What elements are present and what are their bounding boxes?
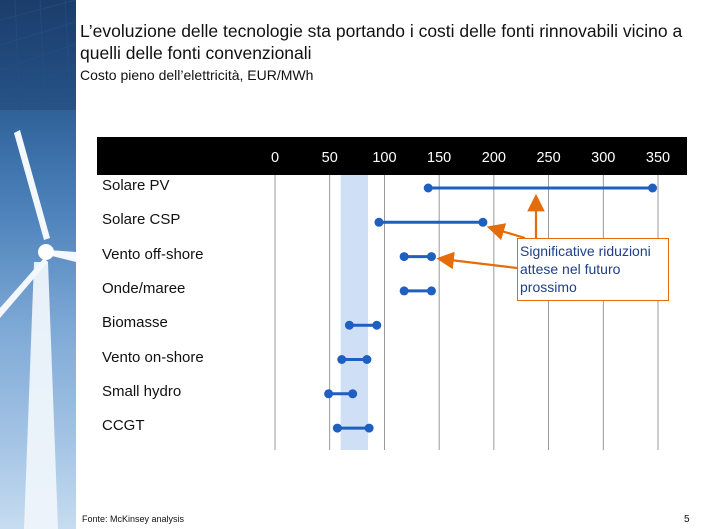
category-label: Vento off-shore [102, 245, 204, 263]
category-label: Biomasse [102, 314, 168, 332]
range-biomasse [344, 320, 382, 330]
x-tick-label-0: 0 [271, 150, 279, 166]
page-number: 5 [684, 514, 690, 525]
arrow-to-vento-off-shore [436, 251, 518, 270]
highlight-band [340, 175, 369, 450]
range-onde-maree [399, 286, 436, 296]
range-low-point [344, 320, 354, 330]
x-tick-label-150: 150 [427, 150, 451, 166]
category-label: Vento on-shore [102, 348, 204, 366]
range-high-point [364, 423, 374, 433]
range-ccgt [332, 423, 374, 433]
wind-turbine-illustration [0, 0, 76, 529]
range-low-point [337, 355, 347, 364]
x-tick-label-300: 300 [591, 150, 615, 166]
category-label: CCGT [102, 417, 145, 435]
range-solare-pv [423, 183, 658, 193]
range-vento-off-shore [399, 252, 436, 262]
range-high-point [426, 286, 436, 296]
range-high-point [426, 252, 436, 262]
x-tick-label-100: 100 [372, 150, 396, 166]
source-note: Fonte: McKinsey analysis [82, 514, 185, 524]
range-low-point [399, 286, 409, 296]
range-low-point [332, 423, 342, 433]
range-small-hydro [324, 389, 358, 399]
category-label: Solare CSP [102, 211, 181, 229]
category-label: Small hydro [102, 382, 182, 400]
range-solare-csp [374, 217, 488, 227]
sidebar-image [0, 0, 76, 529]
range-high-point [348, 389, 358, 399]
annotation-callout: Significative riduzioni attese nel futur… [517, 238, 669, 301]
x-tick-label-250: 250 [536, 150, 560, 166]
range-low-point [374, 217, 384, 227]
range-high-point [362, 355, 372, 364]
arrow-to-solare-csp [486, 223, 526, 241]
range-high-point [648, 183, 658, 193]
range-low-point [324, 389, 334, 399]
range-high-point [478, 217, 488, 227]
range-vento-on-shore [337, 355, 372, 364]
page-title: L’evoluzione delle tecnologie sta portan… [80, 21, 683, 63]
range-high-point [372, 320, 382, 330]
chart-subtitle: Costo pieno dell’elettricità, EUR/MWh [80, 67, 314, 83]
category-label: Solare PV [102, 177, 170, 194]
x-tick-label-200: 200 [482, 150, 506, 166]
x-tick-label-350: 350 [646, 150, 670, 166]
category-label: Onde/maree [102, 279, 186, 297]
range-low-point [399, 252, 409, 262]
x-tick-label-50: 50 [322, 150, 338, 166]
axis-header-band [97, 137, 687, 175]
range-low-point [423, 183, 433, 193]
